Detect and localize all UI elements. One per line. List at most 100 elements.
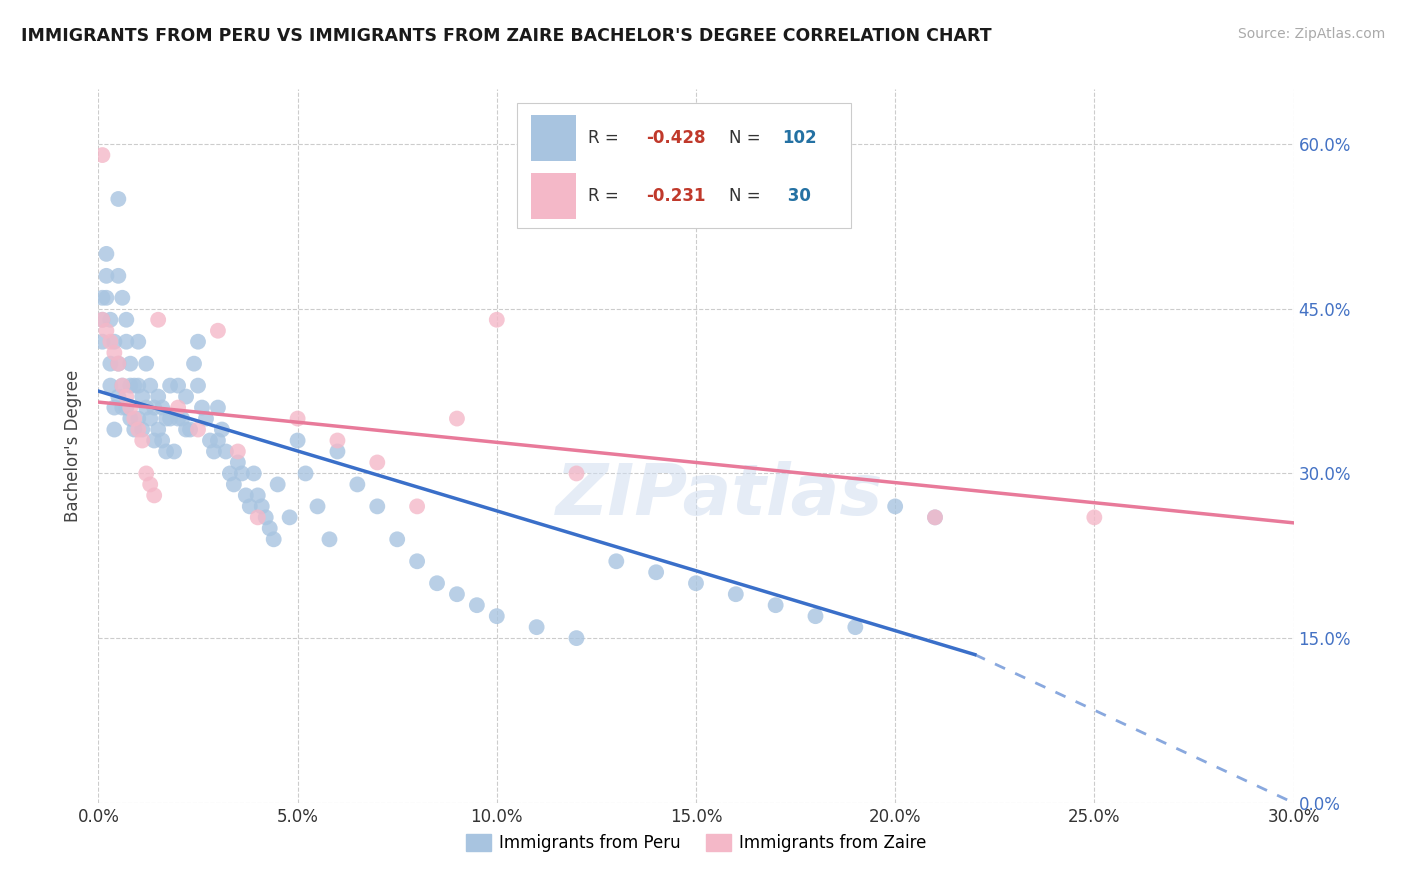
Point [254,510,277,524]
Point [98,312,122,326]
Point [167,401,190,415]
Point [103,334,125,349]
Point [294,467,316,481]
Point [91,334,114,349]
Point [159,411,181,425]
Point [120,378,142,392]
Point [195,411,218,425]
Point [526,620,548,634]
Bar [531,173,576,219]
Point [120,357,142,371]
Point [191,401,214,415]
Point [131,423,153,437]
Bar [517,103,852,228]
Point [565,631,588,645]
Point [143,434,166,448]
Point [91,148,114,162]
Point [155,444,177,458]
Point [326,444,349,458]
Text: R =: R = [589,128,624,146]
Point [485,609,508,624]
Point [565,467,588,481]
Point [406,500,429,514]
Point [139,411,162,425]
Point [346,477,368,491]
Point [127,423,149,437]
Point [924,510,946,524]
Point [243,467,266,481]
Text: IMMIGRANTS FROM PERU VS IMMIGRANTS FROM ZAIRE BACHELOR'S DEGREE CORRELATION CHAR: IMMIGRANTS FROM PERU VS IMMIGRANTS FROM … [21,27,991,45]
Point [685,576,707,591]
Point [148,312,170,326]
Point [131,434,153,448]
Point [1083,510,1105,524]
Point [278,510,301,524]
Point [239,500,262,514]
Point [120,411,142,425]
Point [259,521,281,535]
Point [115,312,138,326]
Point [111,291,134,305]
Point [924,510,946,524]
Point [198,434,221,448]
Point [231,467,253,481]
Legend: Immigrants from Peru, Immigrants from Zaire: Immigrants from Peru, Immigrants from Za… [458,827,934,859]
Point [103,401,125,415]
Point [219,467,242,481]
Point [215,444,238,458]
Point [724,587,747,601]
Text: N =: N = [730,128,766,146]
Point [115,401,138,415]
Point [222,477,245,491]
Text: ZIPatlas: ZIPatlas [557,461,883,531]
Point [174,423,197,437]
Point [91,312,114,326]
Point [267,477,290,491]
Point [246,488,269,502]
Point [91,291,114,305]
Point [426,576,449,591]
Point [385,533,409,547]
Point [127,411,149,425]
Point [127,378,149,392]
Point [107,390,129,404]
Point [318,533,340,547]
Point [150,401,173,415]
Point [120,401,142,415]
Point [246,510,269,524]
Point [167,411,190,425]
Point [287,434,309,448]
Point [167,378,190,392]
Point [148,423,170,437]
Point [91,312,114,326]
Text: N =: N = [730,187,766,205]
Point [884,500,907,514]
Point [235,488,257,502]
Point [159,378,181,392]
Point [446,411,468,425]
Text: 102: 102 [782,128,817,146]
Point [107,268,129,283]
Point [96,268,118,283]
Point [98,334,122,349]
Point [226,444,249,458]
Point [366,455,388,469]
Point [98,357,122,371]
Point [187,378,209,392]
Point [143,401,166,415]
Point [207,401,229,415]
Y-axis label: Bachelor's Degree: Bachelor's Degree [65,370,83,522]
Point [98,378,122,392]
Point [111,378,134,392]
Point [163,444,186,458]
Point [183,357,205,371]
Point [465,598,488,612]
Point [107,357,129,371]
Point [127,334,149,349]
Text: -0.231: -0.231 [645,187,706,205]
Point [326,434,349,448]
Point [605,554,627,568]
Text: R =: R = [589,187,624,205]
Point [207,324,229,338]
Point [124,378,146,392]
